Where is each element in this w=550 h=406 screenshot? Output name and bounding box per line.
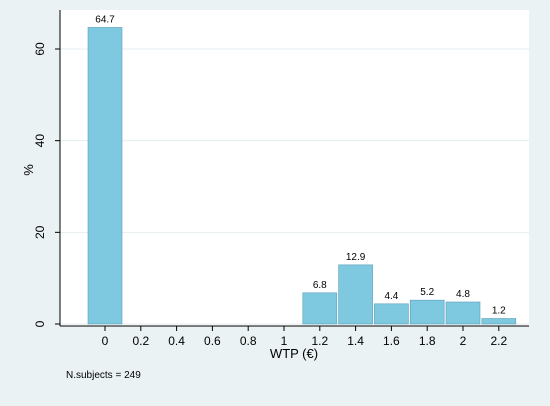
axes xyxy=(55,10,529,331)
bar-data-label: 6.8 xyxy=(313,280,327,291)
plot-background xyxy=(60,10,529,326)
subject-count-note: N.subjects = 249 xyxy=(66,370,141,381)
bar-1.4 xyxy=(338,264,373,325)
bar-2 xyxy=(445,301,481,325)
x-tick-label: 0 xyxy=(102,334,109,348)
bar-data-label: 5.2 xyxy=(420,287,434,298)
x-tick-label: 1.6 xyxy=(383,334,400,348)
bar-0 xyxy=(87,27,123,325)
bar-2.2 xyxy=(481,318,517,325)
y-tick-label: 60 xyxy=(33,42,47,56)
bar-1.6 xyxy=(374,303,409,325)
bar-1.2 xyxy=(302,292,338,325)
x-tick-label: 2 xyxy=(460,334,467,348)
y-tick-label: 20 xyxy=(33,225,47,239)
y-axis-label: % xyxy=(21,164,36,176)
x-tick-label: 0.2 xyxy=(132,334,149,348)
x-tick-label: 0.4 xyxy=(168,334,185,348)
x-tick-label: 1.2 xyxy=(311,334,328,348)
x-tick-label: 0.6 xyxy=(204,334,221,348)
bar-data-label: 4.4 xyxy=(384,291,398,302)
x-tick-labels: 0 0.2 0.4 0.6 0.8 1 1.2 1.4 1.6 1.8 2 2.2 xyxy=(102,334,508,348)
x-tick-label: 1 xyxy=(281,334,288,348)
bar-data-label: 12.9 xyxy=(346,252,366,263)
bar-data-label: 1.2 xyxy=(492,306,506,317)
bar-data-label: 4.8 xyxy=(456,289,470,300)
x-tick-label: 2.2 xyxy=(490,334,507,348)
bar-data-labels: 64.7 6.8 12.9 4.4 5.2 4.8 1.2 xyxy=(95,14,506,316)
bar-1.8 xyxy=(409,299,445,325)
x-tick-label: 1.8 xyxy=(419,334,436,348)
x-tick-label: 1.4 xyxy=(347,334,364,348)
bars xyxy=(87,27,517,325)
y-tick-labels: 0 20 40 60 xyxy=(33,42,47,327)
bar-data-label: 64.7 xyxy=(95,14,115,25)
x-tick-label: 0.8 xyxy=(240,334,257,348)
y-tick-label: 40 xyxy=(33,134,47,148)
x-axis-label: WTP (€) xyxy=(270,346,318,361)
y-tick-label: 0 xyxy=(33,320,47,327)
